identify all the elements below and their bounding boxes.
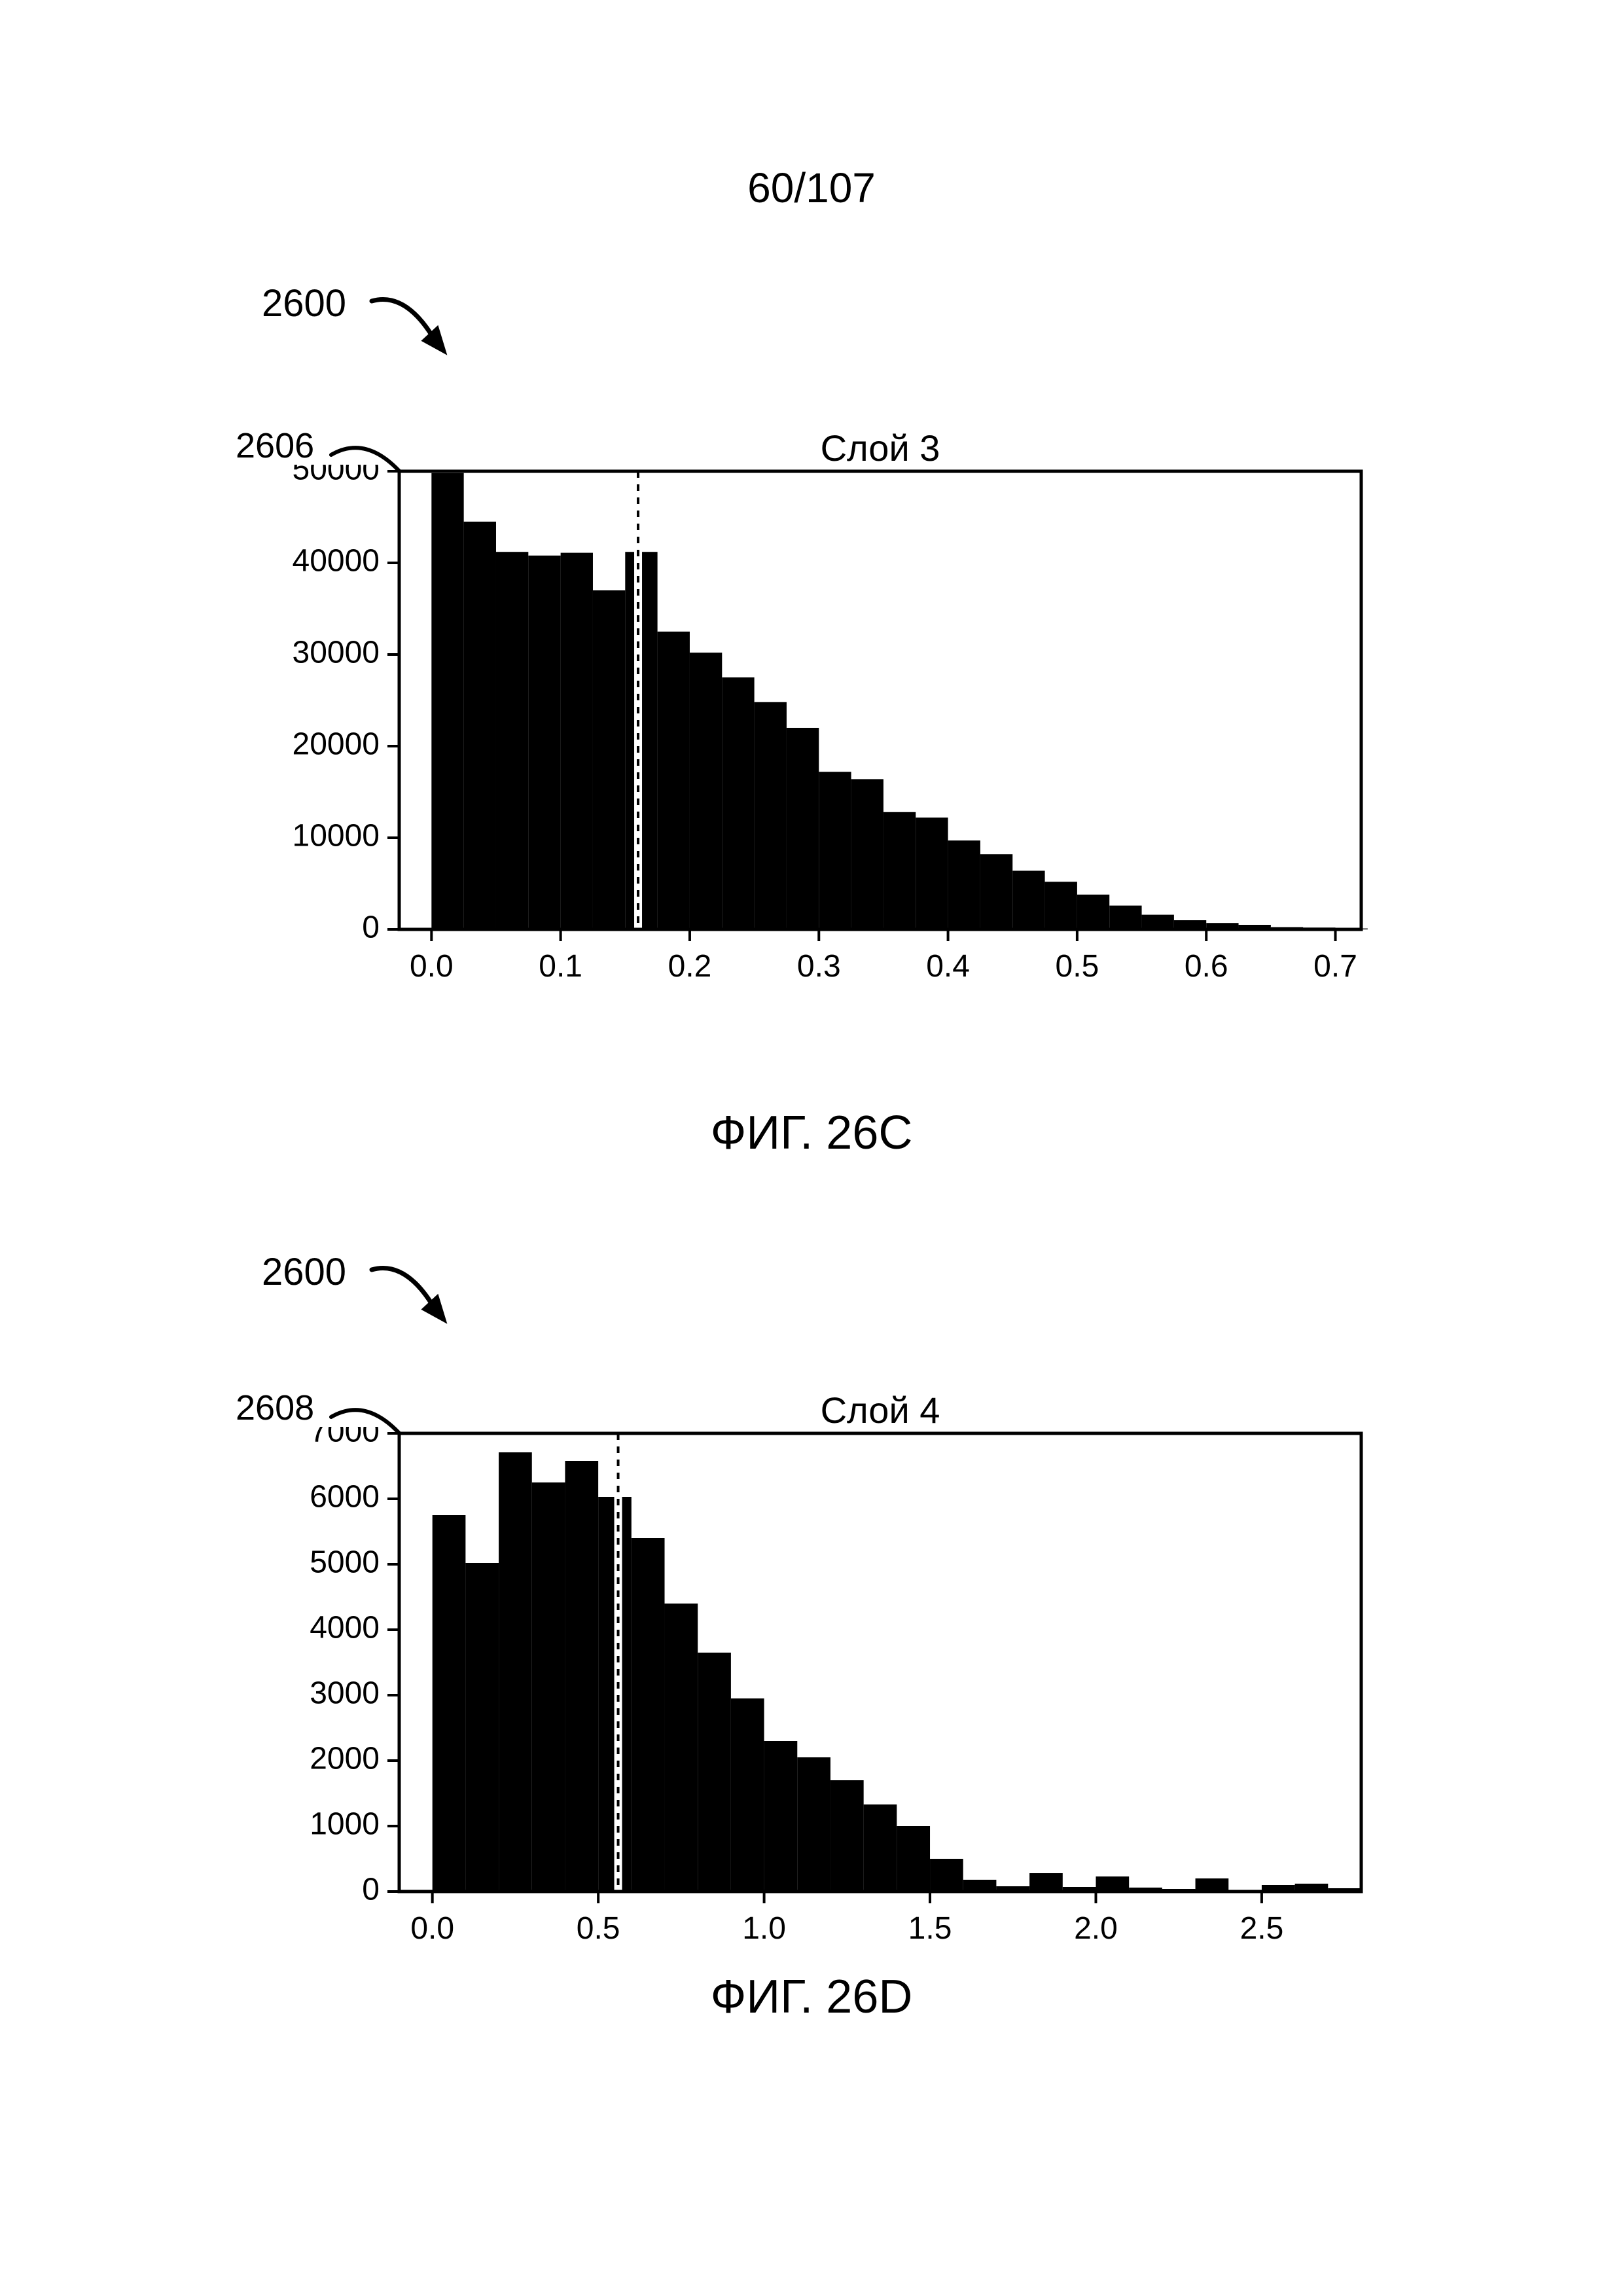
svg-text:2000: 2000 bbox=[310, 1742, 380, 1776]
svg-text:0.1: 0.1 bbox=[539, 949, 582, 984]
svg-text:0.0: 0.0 bbox=[410, 949, 454, 984]
figure-caption-26d: ФИГ. 26D bbox=[242, 1970, 1381, 2024]
svg-text:4000: 4000 bbox=[310, 1611, 380, 1645]
svg-text:0.5: 0.5 bbox=[577, 1911, 620, 1946]
svg-text:1.0: 1.0 bbox=[742, 1911, 786, 1946]
svg-text:1.5: 1.5 bbox=[908, 1911, 952, 1946]
chart-title-26d: Слой 4 bbox=[399, 1389, 1361, 1431]
svg-text:30000: 30000 bbox=[293, 636, 380, 670]
svg-text:3000: 3000 bbox=[310, 1676, 380, 1711]
figure-caption-26c: ФИГ. 26C bbox=[242, 1106, 1381, 1160]
reference-arrow-icon bbox=[366, 288, 452, 360]
callout-numeral-2608: 2608 bbox=[236, 1388, 314, 1428]
histogram-26c: 0 10000 20000 30000 40000 50000 0.0 0.1 0.2 0.3 0.… bbox=[242, 465, 1381, 1001]
svg-text:10000: 10000 bbox=[293, 819, 380, 853]
reference-arrow-icon bbox=[366, 1257, 452, 1329]
histogram-26d: 0 1000 2000 3000 4000 5000 6000 7000 0.0 0.5 1.0 1.… bbox=[242, 1427, 1381, 1964]
page-number: 60/107 bbox=[0, 164, 1623, 212]
svg-text:5000: 5000 bbox=[310, 1545, 380, 1580]
svg-text:20000: 20000 bbox=[293, 727, 380, 762]
svg-text:50000: 50000 bbox=[293, 465, 380, 487]
svg-text:1000: 1000 bbox=[310, 1807, 380, 1842]
svg-text:0: 0 bbox=[362, 910, 380, 945]
callout-numeral-2606: 2606 bbox=[236, 425, 314, 466]
svg-text:2.5: 2.5 bbox=[1240, 1911, 1284, 1946]
svg-text:7000: 7000 bbox=[310, 1427, 380, 1449]
svg-text:0.4: 0.4 bbox=[926, 949, 970, 984]
svg-text:0.6: 0.6 bbox=[1185, 949, 1228, 984]
svg-text:0.5: 0.5 bbox=[1056, 949, 1099, 984]
svg-text:6000: 6000 bbox=[310, 1480, 380, 1515]
svg-text:0.3: 0.3 bbox=[797, 949, 841, 984]
chart-title-26c: Слой 3 bbox=[399, 427, 1361, 469]
svg-text:2.0: 2.0 bbox=[1074, 1911, 1118, 1946]
svg-text:0.2: 0.2 bbox=[668, 949, 712, 984]
svg-text:0.7: 0.7 bbox=[1313, 949, 1357, 984]
svg-text:40000: 40000 bbox=[293, 544, 380, 579]
svg-text:0: 0 bbox=[362, 1873, 380, 1907]
reference-numeral-2600-d: 2600 bbox=[262, 1250, 346, 1294]
svg-text:0.0: 0.0 bbox=[410, 1911, 454, 1946]
reference-numeral-2600-c: 2600 bbox=[262, 281, 346, 325]
page: 60/107 2600 2606 Слой 3 0100002000030000… bbox=[0, 0, 1623, 2296]
